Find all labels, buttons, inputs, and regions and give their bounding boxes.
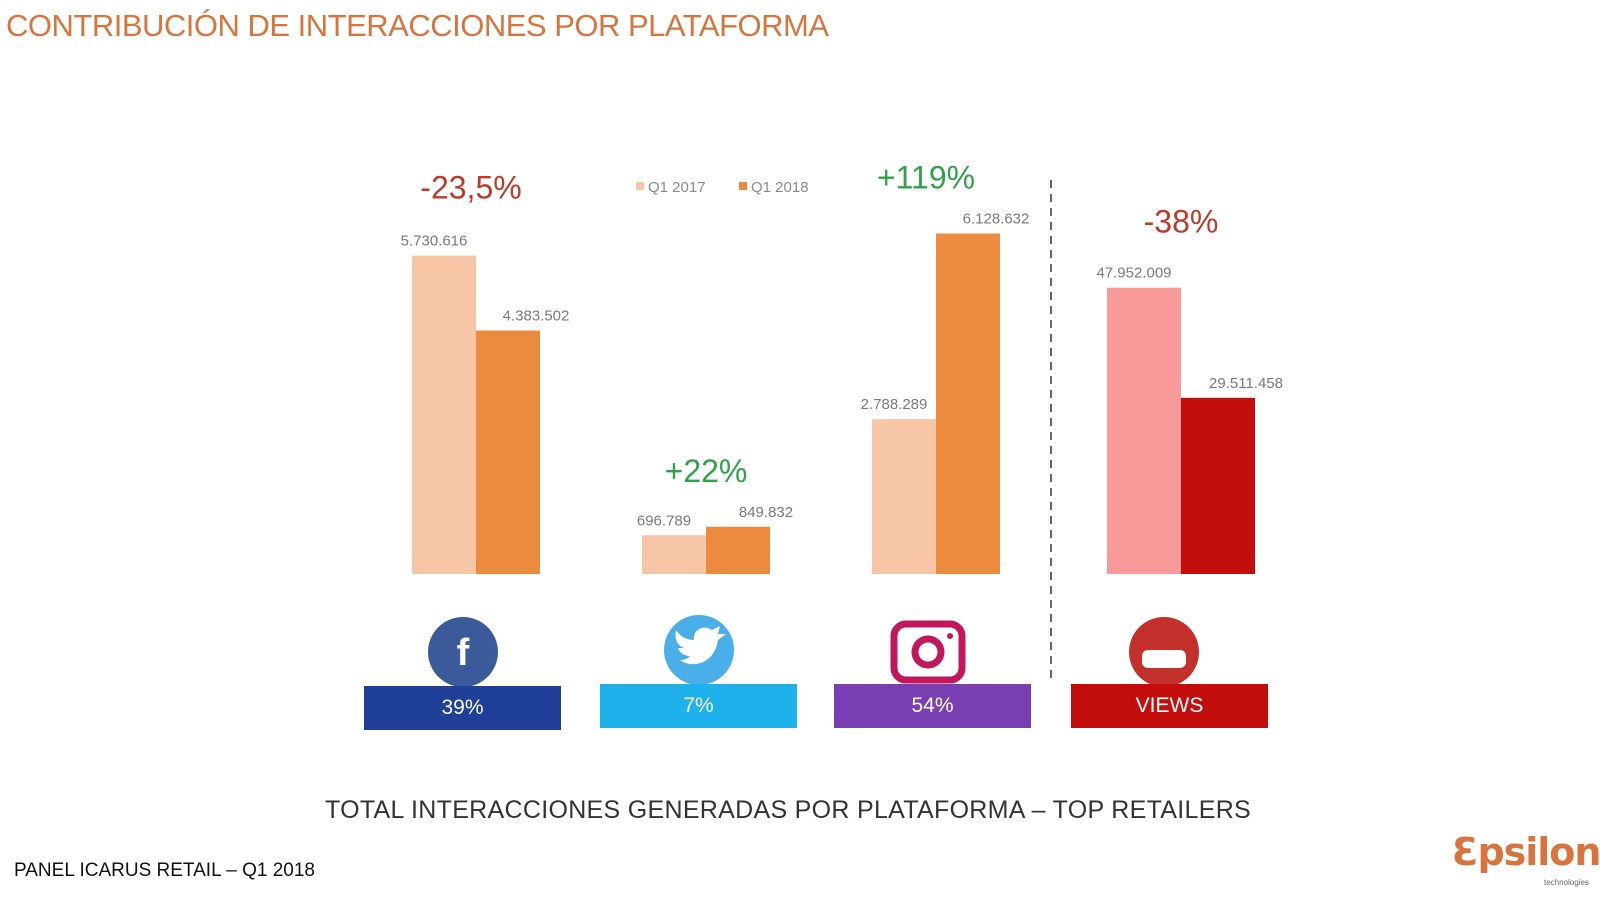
legend-swatch-0 <box>636 182 644 190</box>
page-title: CONTRIBUCIÓN DE INTERACCIONES POR PLATAF… <box>6 8 829 43</box>
data-label-twitter-1: 849.832 <box>739 504 793 521</box>
legend-swatch-1 <box>739 182 747 190</box>
bar-youtube-q1-2018 <box>1181 397 1255 574</box>
epsilon-logo: Ɛpsilon <box>1452 830 1600 874</box>
instagram-dot-glyph <box>947 633 953 639</box>
bar-facebook-q1-2017 <box>412 255 476 574</box>
twitter-bird-glyph <box>675 626 726 665</box>
change-label-youtube: -38% <box>1144 204 1219 240</box>
share-box-facebook: 39% <box>364 686 561 730</box>
change-label-twitter: +22% <box>665 453 748 489</box>
data-label-twitter-0: 696.789 <box>637 512 691 529</box>
bar-twitter-q1-2018 <box>706 526 770 574</box>
change-label-instagram: +119% <box>877 160 975 196</box>
bar-instagram-q1-2017 <box>872 419 936 574</box>
instagram-lens-glyph <box>911 635 945 669</box>
youtube-tube-glyph <box>1142 650 1186 668</box>
legend-label-0: Q1 2017 <box>648 179 706 196</box>
bar-youtube-q1-2017 <box>1107 287 1181 574</box>
share-box-youtube: VIEWS <box>1071 684 1268 728</box>
footer-label: PANEL ICARUS RETAIL – Q1 2018 <box>14 860 315 881</box>
change-label-facebook: -23,5% <box>420 170 521 206</box>
instagram-icon <box>890 620 966 684</box>
logo-subtext: technologies <box>1544 878 1589 887</box>
bar-twitter-q1-2017 <box>642 535 706 574</box>
data-label-instagram-1: 6.128.632 <box>963 211 1030 228</box>
data-label-facebook-0: 5.730.616 <box>401 233 468 250</box>
data-label-youtube-1: 29.511.458 <box>1209 375 1283 392</box>
data-label-instagram-0: 2.788.289 <box>861 396 928 413</box>
chart-subtitle: TOTAL INTERACCIONES GENERADAS POR PLATAF… <box>324 796 1252 824</box>
data-label-youtube-0: 47.952.009 <box>1096 265 1171 282</box>
facebook-icon <box>428 617 498 687</box>
bar-instagram-q1-2018 <box>936 233 1000 574</box>
share-box-twitter: 7% <box>600 684 797 728</box>
data-label-facebook-1: 4.383.502 <box>503 307 570 324</box>
facebook-glyph: f <box>457 632 470 674</box>
legend-label-1: Q1 2018 <box>751 179 809 196</box>
chart: 5.730.616 4.383.502 -23,5% 696.789 849.832 +2… <box>401 160 1283 687</box>
share-box-instagram: 54% <box>834 684 1031 728</box>
bar-facebook-q1-2018 <box>476 330 540 574</box>
